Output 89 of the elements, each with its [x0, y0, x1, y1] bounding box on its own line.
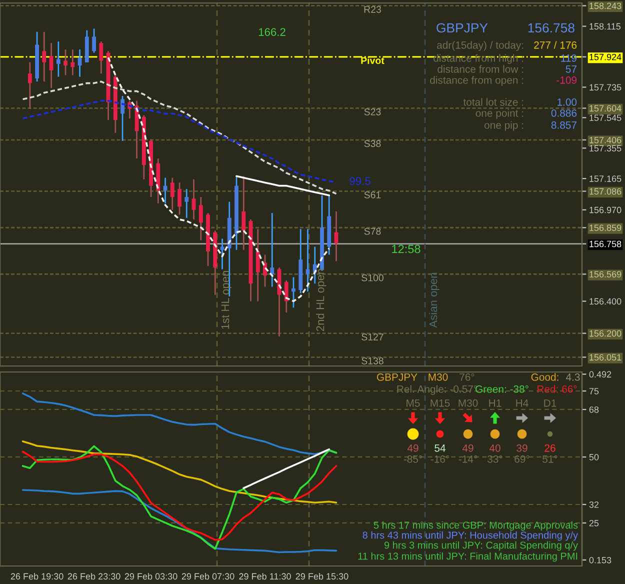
annotation: -14° — [458, 455, 477, 463]
y-tick-label: 157.924 — [590, 54, 622, 60]
y-tick-label: 156.051 — [590, 354, 622, 361]
annotation: M30 — [428, 373, 448, 381]
annotation: GBPJPY — [376, 373, 418, 381]
annotation: 156.758 — [528, 23, 574, 33]
annotation: one point : — [476, 109, 524, 119]
annotation: 51° — [542, 455, 558, 463]
y-tick-label: 50 — [589, 454, 599, 460]
annotation: 54 — [434, 444, 446, 452]
annotation: 166.2 — [258, 28, 286, 36]
y-tick-label: 157.735 — [590, 84, 622, 91]
y-tick-label: 156.970 — [590, 206, 622, 214]
annotation: 26 — [544, 444, 556, 452]
annotation: M15 — [430, 400, 450, 407]
annotation: distance from low : — [438, 65, 524, 73]
y-tick-label: 158.115 — [590, 23, 621, 30]
annotation: adr(15day) / today: — [437, 41, 524, 51]
y-tick-label: 156.758 — [590, 240, 622, 248]
annotation: 57 — [566, 66, 576, 73]
x-tick-label: 26 Feb 23:30 — [68, 572, 120, 580]
annotation: total lot size : — [463, 98, 524, 106]
annotation: -85° — [404, 455, 422, 463]
annotation: 277 / 176 — [534, 41, 577, 49]
annotation: distance from open : — [430, 76, 524, 86]
y-tick-label: 156.859 — [590, 224, 622, 231]
annotation: M30 — [458, 399, 478, 407]
annotation: Asian open — [429, 272, 440, 328]
annotation: 39 — [516, 444, 528, 452]
annotation: one pip : — [484, 121, 524, 131]
y-tick-label: 75 — [589, 388, 599, 394]
ref-line-label: S138 — [362, 357, 384, 364]
annotation: 1.00 — [558, 98, 577, 106]
annotation: 33° — [488, 455, 502, 463]
y-tick-label: 157.165 — [590, 176, 622, 182]
ref-line-label: S100 — [362, 274, 384, 282]
annotation: 8 hrs 43 mins until JPY: Household Spending y/y — [362, 531, 578, 541]
annotation: -16° — [430, 455, 449, 463]
ref-line-label: R23 — [364, 6, 381, 13]
ref-line-label: S61 — [364, 191, 381, 198]
annotation: 4.3 — [566, 373, 580, 381]
annotation: Rel. Angle: -0.57° — [397, 385, 477, 395]
annotation: 76° — [460, 373, 474, 381]
annotation: 2nd HL open — [316, 269, 326, 332]
annotation: 9 hrs 3 mins until JPY: Capital Spending q/y — [384, 541, 578, 551]
x-tick-label: 29 Feb 11:30 — [239, 572, 291, 580]
y-tick-label: 157.355 — [590, 145, 622, 152]
annotation: 40 — [489, 444, 500, 452]
annotation: -109 — [556, 76, 577, 84]
annotation: Green: -38° — [476, 385, 528, 393]
annotation: Good: — [531, 373, 558, 381]
x-tick-label: 29 Feb 07:30 — [182, 572, 234, 580]
annotation: Red: 66° — [538, 385, 577, 393]
ref-line-label: S38 — [364, 140, 381, 148]
ref-line-label: Pivot — [361, 56, 384, 64]
y-tick-label: 158.243 — [590, 2, 622, 10]
y-tick-label: 32 — [589, 501, 599, 508]
annotation: GBPJPY — [436, 23, 488, 33]
x-tick-label: 29 Feb 03:30 — [124, 572, 178, 580]
y-tick-label: 25 — [589, 520, 599, 526]
annotation: 8.857 — [551, 121, 576, 129]
annotation: 5 hrs 17 mins since GBP: Mortgage Approvals — [374, 521, 578, 531]
annotation: 99.5 — [350, 177, 370, 185]
y2-tick-label: 0.492 — [589, 371, 612, 378]
annotation: 0.886 — [551, 109, 577, 117]
annotation: 12:58 — [392, 244, 420, 254]
y-tick-label: 157.406 — [590, 136, 622, 144]
annotation: H4 — [516, 400, 528, 407]
annotation: H1 — [489, 400, 502, 407]
annotation: M5 — [406, 400, 420, 407]
y-tick-label: 157.086 — [590, 188, 622, 195]
annotation: 69° — [514, 455, 530, 463]
annotation: 49 — [462, 444, 474, 452]
x-tick-label: 26 Feb 19:30 — [10, 572, 64, 580]
y-tick-label: 68 — [589, 406, 599, 413]
ref-line-label: S127 — [362, 334, 384, 340]
x-tick-label: 29 Feb 15:30 — [296, 572, 348, 580]
y-tick-label: 156.200 — [590, 330, 622, 337]
annotation: 11 hrs 13 mins until JPY: Final Manufacturing PMI — [358, 552, 578, 562]
y-tick-label: 157.545 — [590, 114, 622, 121]
annotation: 1st HL open — [221, 270, 232, 329]
annotation: D1 — [544, 400, 556, 407]
y-tick-label: 156.569 — [590, 271, 622, 278]
ref-line-label: S23 — [364, 108, 381, 116]
ref-line-label: S78 — [364, 228, 381, 235]
y-tick-label: 156.400 — [590, 298, 622, 305]
y-tick-label: 157.604 — [590, 105, 622, 112]
annotation: 49 — [407, 444, 418, 452]
y2-tick-label: 0.153 — [589, 556, 612, 564]
